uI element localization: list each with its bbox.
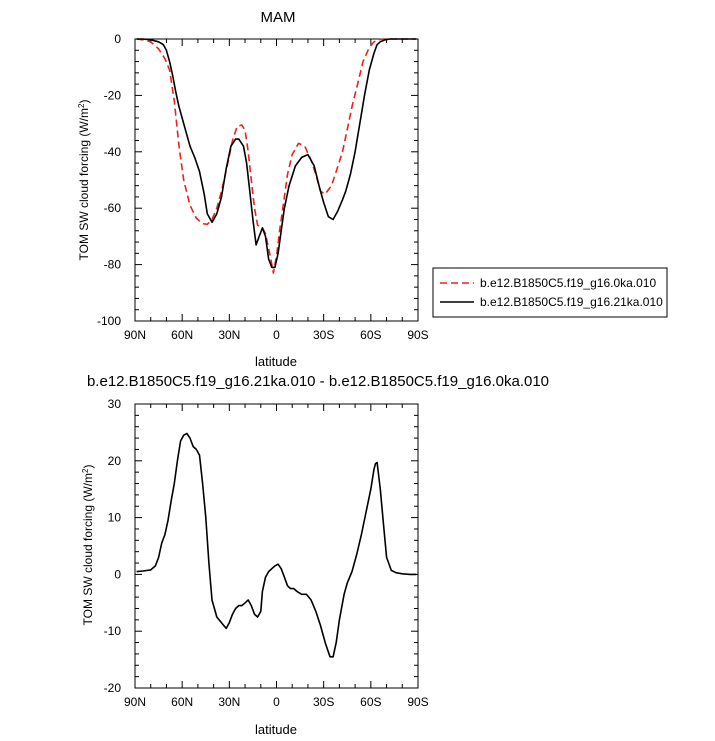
top-chart-ylabel-tail: ) [77, 100, 91, 104]
bottom-x-tick-label: 30S [313, 695, 334, 709]
top-y-tick-label: -100 [97, 314, 121, 328]
top-y-tick-label: 0 [114, 32, 121, 46]
top-x-tick-label: 30S [313, 328, 334, 342]
legend-label-0ka: b.e12.B1850C5.f19_g16.0ka.010 [480, 276, 656, 290]
top-chart-ylabel-sup: 2 [77, 103, 86, 108]
top-y-tick-label: -80 [104, 258, 122, 272]
bottom-chart-ylabel-sup: 2 [81, 468, 90, 473]
bottom-chart-xlabel: latitude [255, 722, 297, 737]
top-chart-ylabel: TOM SW cloud forcing (W/m2) [77, 100, 92, 261]
bottom-series-line-0 [136, 432, 417, 658]
bottom-y-tick-label: -10 [104, 624, 122, 638]
bottom-y-tick-label: -20 [104, 681, 122, 695]
bottom-y-tick-label: 0 [114, 567, 121, 581]
bottom-y-tick-label: 10 [108, 511, 122, 525]
bottom-chart-ylabel: TOM SW cloud forcing (W/m2) [81, 465, 96, 626]
top-chart-xlabel: latitude [255, 354, 297, 369]
top-y-tick-label: -40 [104, 145, 122, 159]
bottom-x-tick-label: 30N [218, 695, 240, 709]
bottom-y-tick-label: 20 [108, 454, 122, 468]
bottom-chart-ylabel-main: TOM SW cloud forcing (W/m [81, 473, 95, 625]
legend-label-21ka: b.e12.B1850C5.f19_g16.21ka.010 [480, 295, 663, 309]
bottom-y-tick-label: 30 [108, 397, 122, 411]
top-x-tick-label: 30N [218, 328, 240, 342]
top-y-tick-label: -20 [104, 88, 122, 102]
bottom-x-tick-label: 0 [273, 695, 280, 709]
top-chart-title: MAM [261, 9, 296, 26]
bottom-plot-frame [134, 403, 419, 689]
bottom-x-tick-label: 90N [124, 695, 146, 709]
top-series-line-0 [136, 38, 417, 274]
legend: b.e12.B1850C5.f19_g16.0ka.010 b.e12.B185… [432, 267, 668, 318]
bottom-chart-title: b.e12.B1850C5.f19_g16.21ka.010 - b.e12.B… [87, 373, 549, 390]
top-x-tick-label: 90N [124, 328, 146, 342]
bottom-chart-axes: 90N 60N 30N 0 30S 60S 90S 30 20 10 0 -10 -20 [104, 397, 429, 709]
bottom-chart-ylabel-tail: ) [81, 465, 95, 469]
top-chart-axes: 90N 60N 30N 0 30S 60S 90S 0 -20 -40 -60 -80 -100 [97, 32, 429, 342]
top-x-tick-label: 60N [171, 328, 193, 342]
legend-box [432, 267, 668, 318]
bottom-chart-lines [136, 432, 417, 658]
top-chart-lines [136, 38, 417, 274]
top-plot-frame [134, 38, 419, 322]
top-series-line-1 [136, 38, 417, 269]
top-x-tick-label: 60S [360, 328, 381, 342]
top-x-tick-label: 0 [273, 328, 280, 342]
top-y-tick-label: -60 [104, 201, 122, 215]
bottom-x-tick-label: 60N [171, 695, 193, 709]
top-x-tick-label: 90S [407, 328, 428, 342]
bottom-x-tick-label: 60S [360, 695, 381, 709]
bottom-x-tick-label: 90S [407, 695, 428, 709]
top-chart-ylabel-main: TOM SW cloud forcing (W/m [77, 108, 91, 260]
